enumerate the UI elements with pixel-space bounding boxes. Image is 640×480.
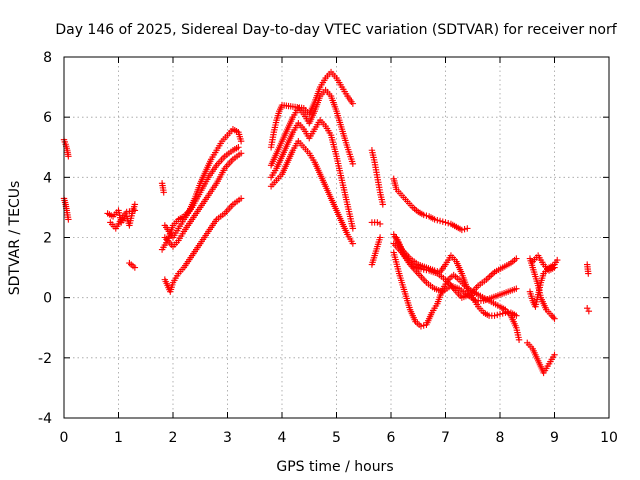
data-point (551, 351, 558, 359)
x-tick-label: 2 (169, 430, 178, 446)
y-tick-label: 2 (43, 231, 52, 247)
y-tick-labels: -4 -2 0 2 4 6 8 (38, 50, 52, 427)
x-tick-label: 10 (600, 430, 618, 446)
x-tick-label: 9 (550, 430, 559, 446)
x-tick-label: 7 (441, 430, 450, 446)
data-point (513, 312, 520, 319)
y-tick-label: 4 (43, 170, 52, 186)
data-point (439, 218, 446, 225)
data-point (349, 225, 357, 232)
data-point (513, 285, 520, 292)
data-points (60, 68, 593, 377)
data-point (376, 220, 384, 228)
data-point (160, 189, 167, 196)
data-point (131, 201, 139, 208)
data-point (445, 220, 452, 227)
y-axis-label: SDTVAR / TECUs (7, 181, 23, 296)
data-point (349, 100, 357, 107)
data-point (131, 264, 139, 271)
data-point (131, 207, 139, 214)
data-point (237, 138, 245, 145)
axis-ticks (63, 56, 610, 419)
data-point (442, 219, 449, 226)
x-tick-label: 4 (278, 430, 287, 446)
data-point (486, 273, 493, 280)
data-point (431, 216, 438, 223)
data-point (554, 256, 561, 264)
data-point (488, 271, 495, 279)
data-point (436, 217, 444, 225)
data-point (417, 323, 425, 330)
x-tick-label: 5 (332, 430, 341, 446)
x-tick-label: 6 (387, 430, 396, 446)
data-point (434, 217, 441, 224)
data-point (379, 201, 387, 208)
grid-lines (64, 57, 609, 418)
y-tick-label: 6 (43, 110, 52, 126)
x-tick-labels: 0 1 2 3 4 5 6 7 8 9 10 (60, 430, 618, 446)
x-tick-label: 3 (223, 430, 232, 446)
y-tick-label: 8 (43, 50, 52, 66)
data-point (499, 310, 506, 317)
data-point (584, 304, 591, 312)
data-point (585, 270, 592, 277)
data-point (458, 226, 466, 234)
data-point (376, 234, 384, 241)
x-axis-label: GPS time / hours (276, 459, 393, 475)
x-tick-label: 0 (60, 430, 69, 446)
data-point (494, 311, 501, 319)
data-point (349, 240, 357, 247)
x-tick-label: 1 (114, 430, 123, 446)
data-point (420, 322, 427, 329)
data-point (464, 225, 471, 232)
data-point (548, 312, 555, 319)
data-point (237, 150, 245, 157)
data-point (549, 314, 557, 321)
x-tick-label: 8 (496, 430, 505, 446)
data-point (349, 160, 357, 167)
data-point (491, 312, 498, 319)
chart-title: Day 146 of 2025, Sidereal Day-to-day VTE… (55, 22, 617, 38)
data-point (513, 255, 520, 262)
data-point (235, 144, 242, 151)
data-point (65, 153, 72, 160)
y-tick-label: -4 (38, 411, 52, 427)
data-point (374, 219, 381, 226)
data-point (496, 311, 504, 318)
data-point (237, 195, 245, 202)
data-point (551, 315, 558, 322)
data-point (420, 211, 427, 219)
y-tick-label: 0 (43, 291, 52, 307)
y-tick-label: -2 (38, 351, 52, 367)
data-point (585, 308, 593, 315)
data-point (461, 226, 468, 233)
data-point (484, 274, 492, 282)
data-point (423, 212, 430, 219)
data-point (551, 264, 558, 271)
data-point (515, 336, 523, 343)
data-point (65, 216, 72, 223)
